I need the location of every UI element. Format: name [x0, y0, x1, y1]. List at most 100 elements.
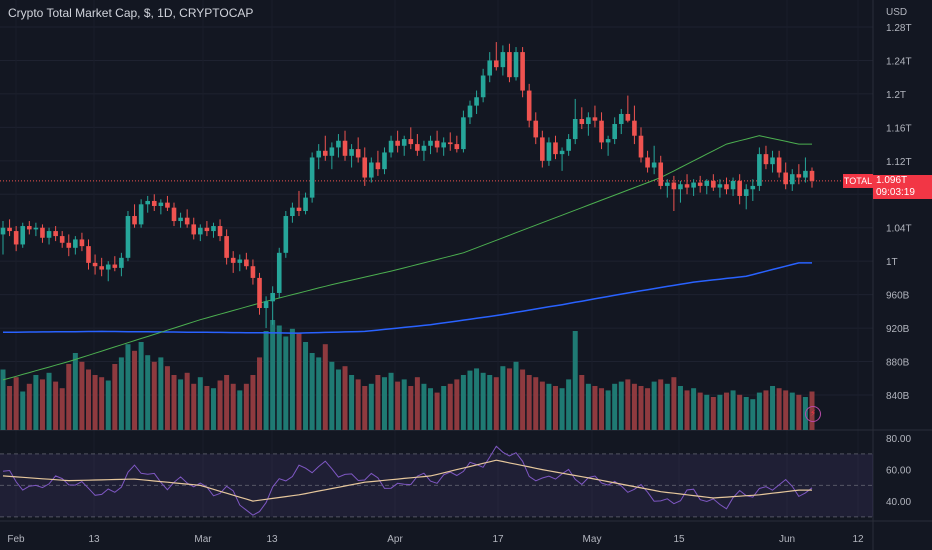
- candle-body: [211, 226, 216, 232]
- volume-bar: [368, 383, 374, 430]
- volume-bar: [467, 370, 473, 430]
- candle-body: [750, 185, 756, 190]
- volume-bar: [362, 386, 368, 430]
- time-tick-label: Feb: [7, 534, 25, 545]
- volume-bar: [552, 386, 558, 430]
- volume-bar: [224, 375, 230, 430]
- candle-body: [447, 142, 453, 145]
- candle-body: [513, 52, 519, 78]
- candle-body: [257, 277, 262, 309]
- volume-bar: [664, 383, 670, 430]
- candle-body: [382, 152, 387, 170]
- candle-body: [191, 224, 197, 235]
- candle-body: [290, 207, 295, 217]
- candle-body: [625, 113, 631, 121]
- candle-body: [349, 149, 354, 156]
- candle-body: [724, 184, 729, 190]
- time-tick-label: 15: [673, 534, 685, 545]
- candle-body: [184, 217, 190, 225]
- candle-body: [454, 144, 460, 150]
- price-tick-label: 840B: [886, 391, 910, 402]
- volume-bar: [99, 377, 105, 430]
- time-tick-label: Mar: [194, 534, 212, 545]
- candle-body: [441, 142, 446, 148]
- volume-bar: [770, 386, 776, 430]
- candle-body: [171, 207, 177, 222]
- time-tick-label: 17: [492, 534, 504, 545]
- candle-body: [112, 264, 118, 268]
- rsi-ma-line: [2, 459, 812, 502]
- volume-bar: [0, 369, 6, 430]
- candle-body: [743, 189, 749, 196]
- chart-title: Crypto Total Market Cap, $, 1D, CRYPTOCA…: [8, 6, 254, 20]
- candle-body: [198, 227, 203, 235]
- candle-body: [92, 262, 98, 267]
- candle-body: [730, 180, 736, 190]
- volume-bar: [151, 361, 157, 430]
- candle-body: [658, 162, 664, 186]
- volume-bar: [191, 383, 197, 430]
- volume-bar: [684, 390, 690, 430]
- candle-body: [53, 231, 58, 237]
- time-axis[interactable]: Feb 13 Mar 13 Apr 17 May 15 Jun 12: [7, 534, 864, 545]
- candle-body: [329, 147, 335, 156]
- price-tick-label: 920B: [886, 324, 910, 335]
- volume-bar: [717, 394, 723, 430]
- candle-body: [717, 184, 723, 188]
- symbol-tag: TOTAL: [843, 174, 873, 188]
- candle-body: [336, 140, 341, 148]
- volume-bar: [493, 377, 499, 430]
- volume-bar: [72, 353, 78, 430]
- volume-bar: [59, 388, 65, 430]
- candle-body: [13, 231, 19, 245]
- currency-label: USD: [886, 7, 907, 18]
- volume-bar: [697, 392, 703, 430]
- volume-bar: [118, 357, 124, 430]
- price-candles: [0, 42, 815, 329]
- candle-body: [415, 144, 420, 151]
- rsi-tick-label: 60.00: [886, 466, 911, 477]
- volume-bar: [579, 375, 585, 430]
- candle-body: [237, 259, 243, 263]
- volume-bar: [39, 379, 45, 430]
- candle-body: [375, 162, 381, 170]
- moving-averages: [2, 135, 812, 381]
- volume-bar: [296, 333, 302, 430]
- volume-bar: [125, 344, 131, 430]
- time-tick-label: Jun: [779, 534, 795, 545]
- candle-body: [474, 97, 479, 106]
- price-tick-label: 1.28T: [886, 23, 912, 34]
- candle-body: [737, 180, 742, 196]
- volume-bar: [86, 369, 92, 430]
- candle-body: [250, 266, 256, 278]
- volume-bar: [776, 388, 782, 430]
- rsi-tick-label: 80.00: [886, 434, 911, 445]
- candle-body: [671, 182, 677, 190]
- candle-body: [572, 119, 578, 140]
- candle-body: [638, 135, 644, 158]
- flash-icon[interactable]: ⚡: [805, 406, 821, 422]
- candle-body: [678, 184, 683, 190]
- price-tick-label: 1.24T: [886, 56, 912, 67]
- volume-bar: [303, 342, 309, 430]
- candle-body: [579, 119, 585, 125]
- candle-body: [461, 117, 466, 150]
- candle-body: [342, 140, 348, 156]
- volume-bar: [592, 386, 598, 430]
- candle-body: [770, 157, 775, 165]
- price-tick-label: 960B: [886, 291, 910, 302]
- volume-bar: [651, 381, 657, 430]
- volume-bar: [618, 381, 624, 430]
- volume-bar: [546, 383, 552, 430]
- candle-body: [27, 226, 32, 230]
- price-axis[interactable]: 1.28T1.24T1.2T1.16T1.12T1.08T1.04T1T960B…: [886, 7, 912, 508]
- volume-bar: [355, 379, 361, 430]
- candle-body: [46, 231, 52, 238]
- candle-body: [132, 216, 137, 225]
- volume-bar: [500, 366, 506, 430]
- candle-body: [566, 139, 571, 151]
- volume-bar: [783, 390, 789, 430]
- volume-bar: [487, 375, 493, 430]
- volume-bar: [441, 386, 447, 430]
